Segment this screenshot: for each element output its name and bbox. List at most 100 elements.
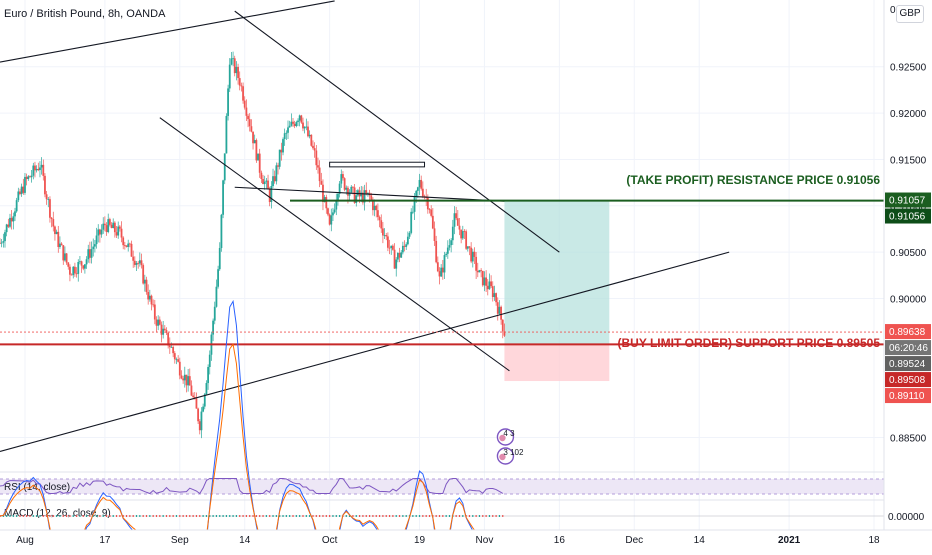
macd-histogram-bar xyxy=(72,515,74,517)
candle-body xyxy=(500,306,502,320)
candle-body xyxy=(352,186,354,188)
signal-line xyxy=(0,343,504,555)
candle-body xyxy=(118,226,121,229)
trend-line-lower-channel[interactable] xyxy=(0,251,730,452)
price-tag-label: 0.91057 xyxy=(889,196,926,207)
macd-histogram-bar xyxy=(355,515,357,517)
candle-body xyxy=(233,58,236,74)
macd-histogram-bar xyxy=(478,515,481,517)
candle-body xyxy=(253,140,256,144)
macd-histogram-bar xyxy=(69,515,71,517)
flag-icon xyxy=(499,434,506,442)
candle-body xyxy=(403,245,406,247)
macd-histogram-bar xyxy=(159,515,161,517)
trend-line-upper-channel[interactable] xyxy=(0,0,335,63)
macd-histogram-bar xyxy=(275,515,277,517)
trend-line-upper-bound[interactable] xyxy=(234,186,505,202)
macd-histogram-bar xyxy=(162,515,164,517)
macd-histogram-bar xyxy=(362,515,364,517)
candle-body xyxy=(473,251,476,257)
trend-line-descending-upper[interactable] xyxy=(234,10,560,253)
candle-body xyxy=(22,186,25,193)
currency-button[interactable]: GBP xyxy=(896,5,924,23)
candle-body xyxy=(491,286,494,298)
macd-histogram-bar xyxy=(36,515,38,517)
candle-body xyxy=(87,249,90,260)
macd-histogram-bar xyxy=(6,515,8,517)
macd-histogram-bar xyxy=(42,515,44,517)
macd-histogram-bar xyxy=(392,515,394,517)
candle-body xyxy=(225,115,228,154)
candle-body xyxy=(476,270,479,273)
candle-body xyxy=(132,256,135,261)
candle-body xyxy=(458,225,461,230)
candle-body xyxy=(95,235,98,245)
macd-histogram-bar xyxy=(422,515,424,517)
macd-histogram-bar xyxy=(269,515,271,517)
candle-body xyxy=(2,241,5,243)
candle-body xyxy=(258,153,261,173)
candle-body xyxy=(370,195,373,200)
candle-body xyxy=(408,232,411,237)
rsi-band xyxy=(0,479,884,494)
candle-body xyxy=(72,266,75,276)
macd-histogram-bar xyxy=(129,515,131,517)
macd-histogram-bar xyxy=(398,515,401,517)
macd-histogram-bar xyxy=(215,515,218,517)
macd-histogram-bar xyxy=(119,515,121,517)
candle-body xyxy=(463,231,466,232)
price-axis[interactable]: 00.925000.920000.915000.910000.905000.90… xyxy=(883,0,932,530)
macd-histogram-bar xyxy=(458,515,461,517)
macd-histogram-bar xyxy=(249,515,251,517)
candle-body xyxy=(428,209,431,211)
candle-body xyxy=(413,197,416,212)
macd-histogram-bar xyxy=(299,515,301,517)
indicator-panes: RSI (14, close) MACD (12, 26, close, 9) xyxy=(0,299,932,555)
time-tick-label: 14 xyxy=(694,535,706,546)
event-marker[interactable]: 4 3 xyxy=(496,428,515,446)
candle-body xyxy=(4,232,6,242)
axis-tick-label: 0.90000 xyxy=(890,295,927,306)
candle-body xyxy=(64,253,66,261)
candle-body xyxy=(446,247,449,254)
candle-body xyxy=(113,222,116,233)
macd-histogram-bar xyxy=(352,515,354,517)
candle-body xyxy=(262,179,264,185)
candle-body xyxy=(398,252,401,258)
candles xyxy=(0,51,506,439)
consolidation-box[interactable] xyxy=(329,161,426,168)
candle-body xyxy=(350,186,353,193)
candle-body xyxy=(410,211,413,233)
candle-body xyxy=(257,153,259,161)
drawn-lines[interactable] xyxy=(0,0,884,452)
trend-line-descending-lower[interactable] xyxy=(159,117,510,372)
macd-histogram-bar xyxy=(418,515,421,517)
macd-histogram-bar xyxy=(169,515,171,517)
time-axis[interactable]: Aug 17 Sep 14 Oct 19 Nov 16 Dec 14 2021 18 xyxy=(0,529,932,550)
candle-body xyxy=(79,261,81,263)
macd-histogram-bar xyxy=(492,515,494,517)
candle-body xyxy=(178,361,181,376)
candle-body xyxy=(14,211,16,217)
candle-body xyxy=(138,260,141,264)
candle-body xyxy=(375,205,378,211)
candle-body xyxy=(243,100,246,108)
macd-histogram-bar xyxy=(65,515,68,517)
candle-body xyxy=(278,149,281,167)
macd-histogram-bar xyxy=(245,515,247,517)
macd-histogram-bar xyxy=(2,515,4,517)
candle-body xyxy=(483,277,486,286)
candle-body xyxy=(123,245,126,246)
event-markers[interactable]: 4 3 3 102 xyxy=(496,428,524,465)
macd-histogram-bar xyxy=(145,515,148,517)
candle-body xyxy=(335,200,338,210)
macd-histogram-bar xyxy=(239,515,241,517)
candle-body xyxy=(230,58,233,65)
macd-histogram-bar xyxy=(349,515,351,517)
event-marker[interactable]: 3 102 xyxy=(496,447,524,465)
candle-body xyxy=(185,374,188,386)
macd-histogram-bar xyxy=(105,515,108,517)
candle-body xyxy=(44,175,46,195)
